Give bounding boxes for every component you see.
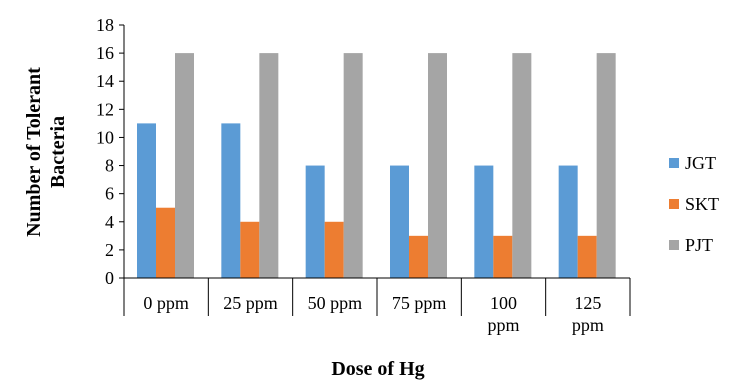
x-tick-label: 0 ppm bbox=[143, 293, 189, 313]
legend-swatch-jgt bbox=[669, 158, 679, 168]
bar-skt bbox=[240, 221, 260, 278]
bar-skt bbox=[409, 235, 428, 278]
x-axis-label: Dose of Hg bbox=[331, 358, 424, 380]
y-tick-label: 8 bbox=[105, 156, 114, 176]
x-tick-label-line: ppm bbox=[572, 315, 604, 335]
bar-skt bbox=[324, 221, 344, 278]
bar-pjt bbox=[512, 53, 532, 278]
y-tick-label: 18 bbox=[96, 15, 114, 35]
bars bbox=[137, 53, 616, 278]
y-axis-title-line: Bacteria bbox=[47, 116, 69, 188]
legend-label-skt: SKT bbox=[685, 194, 719, 214]
y-axis-label: Number of Tolerant Bacteria bbox=[23, 67, 69, 237]
y-axis-ticks: 0 2 4 6 8 10 12 14 16 18 bbox=[96, 15, 124, 288]
bar-jgt bbox=[137, 123, 156, 278]
bar-pjt bbox=[428, 53, 447, 278]
y-tick-label: 6 bbox=[105, 184, 114, 204]
y-tick-label: 4 bbox=[105, 212, 114, 232]
bar-jgt bbox=[474, 165, 494, 278]
bar-jgt bbox=[390, 165, 409, 278]
bar-skt bbox=[577, 235, 597, 278]
y-tick-label: 2 bbox=[105, 240, 114, 260]
legend-label-jgt: JGT bbox=[685, 153, 716, 173]
x-tick-label-line: 100 bbox=[490, 293, 517, 313]
bar-skt bbox=[493, 235, 513, 278]
x-tick-label-line: ppm bbox=[487, 315, 519, 335]
bar-jgt bbox=[221, 123, 241, 278]
legend-swatch-pjt bbox=[669, 240, 679, 250]
x-tick-label: 75 ppm bbox=[392, 293, 447, 313]
bar-pjt bbox=[596, 53, 616, 278]
x-tick-label: 100 ppm bbox=[487, 293, 519, 335]
legend-swatch-skt bbox=[669, 199, 679, 209]
legend: JGT SKT PJT bbox=[669, 153, 719, 255]
y-tick-label: 10 bbox=[96, 127, 114, 147]
x-tick-label: 25 ppm bbox=[223, 293, 278, 313]
y-tick-label: 14 bbox=[96, 71, 114, 91]
x-tick-label-line: 0 ppm bbox=[143, 293, 189, 313]
y-axis-title-line: Number of Tolerant bbox=[23, 67, 45, 237]
bar-jgt bbox=[305, 165, 325, 278]
y-axis-title: Number of Tolerant Bacteria bbox=[23, 67, 69, 237]
bar-jgt bbox=[558, 165, 578, 278]
bar-pjt bbox=[343, 53, 363, 278]
axes bbox=[123, 25, 631, 316]
x-tick-label-line: 75 ppm bbox=[392, 293, 447, 313]
x-tick-label-line: 25 ppm bbox=[223, 293, 278, 313]
x-tick-label: 125 ppm bbox=[572, 293, 604, 335]
bar-pjt bbox=[259, 53, 279, 278]
y-tick-label: 12 bbox=[96, 99, 114, 119]
x-tick-label-line: 125 bbox=[574, 293, 601, 313]
y-tick-label: 16 bbox=[96, 43, 114, 63]
bar-skt bbox=[156, 207, 175, 278]
x-tick-label: 50 ppm bbox=[308, 293, 363, 313]
y-tick-label: 0 bbox=[105, 268, 114, 288]
bar-pjt bbox=[175, 53, 194, 278]
x-tick-label-line: 50 ppm bbox=[308, 293, 363, 313]
legend-label-pjt: PJT bbox=[685, 235, 713, 255]
